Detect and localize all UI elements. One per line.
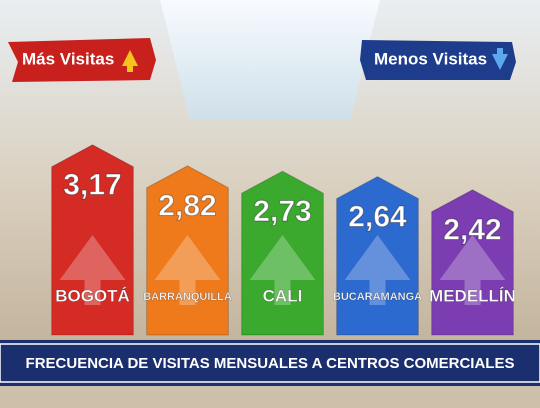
banner-more: Más Visitas <box>8 38 156 82</box>
bar <box>431 189 514 336</box>
value-label: 3,17 <box>63 169 121 202</box>
floor <box>0 385 540 408</box>
category-label: BOGOTÁ <box>55 286 130 305</box>
banner-less: Menos Visitas <box>360 40 516 80</box>
chart-title: FRECUENCIA DE VISITAS MENSUALES A CENTRO… <box>26 355 515 372</box>
category-label: MEDELLÍN <box>429 286 516 305</box>
title-banner <box>0 340 540 386</box>
banner-less-text: Menos Visitas <box>374 49 487 68</box>
category-label: CALI <box>263 286 303 305</box>
bar <box>146 165 229 336</box>
bar <box>336 176 419 336</box>
value-label: 2,64 <box>348 201 407 234</box>
bar <box>51 144 134 336</box>
bar-arrow <box>344 235 411 305</box>
category-label: BARRANQUILLA <box>143 291 232 303</box>
value-label: 2,73 <box>253 195 311 228</box>
bar-arrow <box>154 235 221 305</box>
bar-arrow <box>439 235 506 305</box>
category-label: BUCARAMANGA <box>333 291 422 303</box>
banner-more-text: Más Visitas <box>22 49 114 68</box>
skylight <box>160 0 380 120</box>
bar-arrow <box>59 235 126 305</box>
title-border <box>0 343 540 383</box>
value-label: 2,82 <box>158 190 216 223</box>
bar-arrow <box>249 235 316 305</box>
value-label: 2,42 <box>443 214 501 247</box>
bar <box>241 170 324 336</box>
